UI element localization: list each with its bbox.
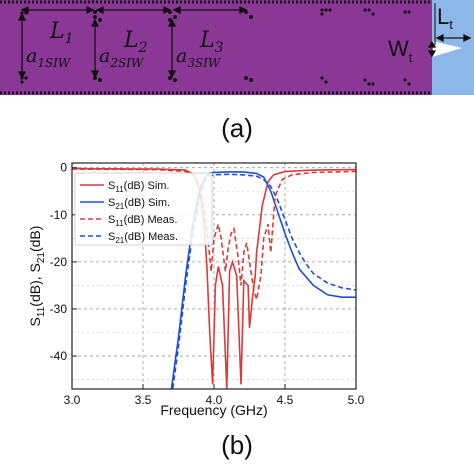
legend-label: S11(dB) Meas. [108, 214, 177, 228]
label-l3: L3 [199, 28, 224, 56]
siw-substrate [0, 0, 432, 95]
x-tick-label: 3.5 [135, 393, 152, 407]
legend: S11(dB) Sim. S21(dB) Sim. S11(dB) Meas. S21… [74, 172, 213, 246]
y-axis-label: S11(dB), S21(dB) [27, 226, 47, 327]
label-l2: L2 [123, 28, 148, 56]
siw-filter-layout-diagram: L1 L2 L3 a1SIW a2SIW a3SIW Wt Lt [0, 0, 474, 95]
y-tick-label: -10 [50, 208, 68, 222]
label-wt: Wt [388, 36, 413, 65]
coupling-vias [20, 8, 411, 86]
label-lt: Lt [437, 4, 453, 32]
caption-a: (a) [221, 113, 253, 143]
legend-label: S21(dB) Sim. [108, 197, 170, 211]
legend-label: S11(dB) Sim. [108, 180, 170, 194]
s-parameter-chart: 3.0 3.5 4.0 4.5 5.0 0 -10 -20 -30 -40 S11(dB) Sim… [27, 161, 365, 418]
y-tick-label: -30 [50, 302, 68, 316]
x-axis-label: Frequency (GHz) [160, 402, 267, 418]
axis-ticks: 3.0 3.5 4.0 4.5 5.0 0 -10 -20 -30 -40 [50, 161, 365, 407]
y-tick-label: -20 [50, 255, 68, 269]
s21-meas-line [171, 173, 356, 389]
x-tick-label: 5.0 [348, 393, 365, 407]
label-a2siw: a2SIW [99, 45, 145, 70]
y-tick-label: 0 [60, 161, 67, 175]
x-tick-label: 4.5 [277, 393, 294, 407]
dimension-arrows [17, 3, 472, 80]
label-a1siw: a1SIW [26, 45, 72, 70]
taper-transition [432, 0, 474, 95]
y-tick-label: -40 [50, 349, 68, 363]
caption-b: (b) [221, 430, 253, 460]
label-a3siw: a3SIW [176, 45, 222, 70]
x-tick-label: 3.0 [64, 393, 81, 407]
x-tick-label: 4.0 [206, 393, 223, 407]
label-l1: L1 [49, 19, 74, 47]
legend-label: S21(dB) Meas. [108, 231, 178, 245]
